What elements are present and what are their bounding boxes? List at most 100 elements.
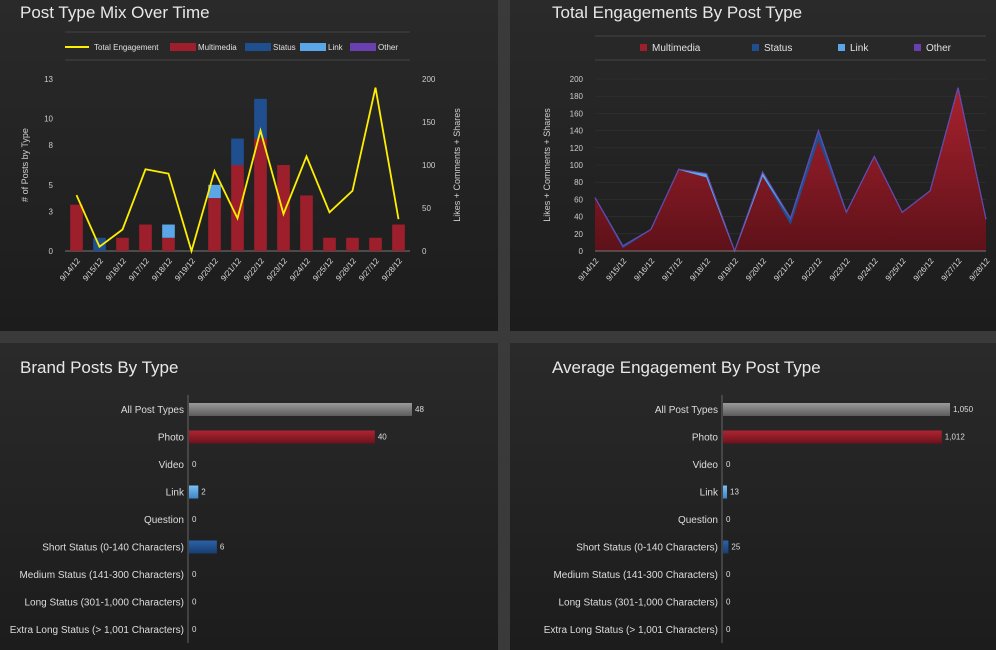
y-tick-label: 8	[49, 141, 54, 150]
data-label-medium-status-141-300-characters: 0	[726, 570, 731, 579]
legend-swatch-multimedia	[640, 44, 647, 51]
x-tick-label: 9/18/12	[688, 256, 712, 283]
bar-multimedia	[162, 237, 175, 251]
legend-label: Multimedia	[652, 43, 701, 54]
legend-swatch-link	[300, 43, 326, 51]
data-label-short-status-0-140-characters: 6	[220, 543, 225, 552]
legend-label: Link	[328, 43, 344, 52]
y-tick-label: 140	[570, 127, 584, 136]
category-label-link: Link	[166, 488, 185, 499]
total-engagements-chart: Multimedia Status Link Other 0 20 40 60 80 100 120…	[542, 35, 992, 283]
legend-swatch-other	[914, 44, 921, 51]
legend-swatch-link	[838, 44, 845, 51]
series-line-total-engagement	[75, 87, 400, 255]
x-tick-label: 9/26/12	[912, 256, 936, 283]
x-tick-label: 9/20/12	[196, 256, 220, 283]
category-label-medium-status-141-300-characters: Medium Status (141-300 Characters)	[553, 570, 718, 581]
x-tick-label: 9/16/12	[632, 256, 656, 283]
bar-multimedia	[369, 237, 382, 251]
x-tick-label: 9/28/12	[967, 256, 991, 283]
legend-swatch-multimedia	[170, 43, 196, 51]
data-label-link: 2	[201, 488, 206, 497]
category-label-short-status-0-140-characters: Short Status (0-140 Characters)	[42, 543, 184, 554]
y-tick-label: 0	[49, 247, 54, 256]
x-tick-label: 9/25/12	[884, 256, 908, 283]
x-tick-label: 9/21/12	[219, 256, 243, 283]
data-label-long-status-301-1-000-characters: 0	[726, 598, 731, 607]
chart-title: Total Engagements By Post Type	[552, 3, 803, 22]
y-tick-label: 3	[49, 207, 54, 216]
legend-label: Other	[926, 43, 952, 54]
x-tick-label: 9/18/12	[150, 256, 174, 283]
x-tick-label: 9/24/12	[856, 256, 880, 283]
bar-multimedia	[231, 165, 244, 251]
data-label-video: 0	[192, 460, 197, 469]
legend-label: Multimedia	[198, 43, 237, 52]
data-label-extra-long-status-1-001-characters: 0	[726, 625, 731, 634]
bar-all-post-types	[723, 403, 950, 416]
x-tick-label: 9/15/12	[81, 256, 105, 283]
x-tick-label: 9/21/12	[772, 256, 796, 283]
category-label-video: Video	[159, 460, 185, 471]
y-tick-label: 180	[570, 92, 584, 101]
data-label-question: 0	[192, 515, 197, 524]
legend-label: Total Engagement	[94, 43, 159, 52]
x-tick-label: 9/14/12	[58, 256, 82, 283]
category-label-photo: Photo	[158, 433, 185, 444]
y-tick-label: 120	[570, 144, 584, 153]
y2-tick-label: 50	[422, 204, 431, 213]
brand-posts-panel: Brand Posts By Type All Post Types 48 Phot…	[0, 343, 498, 650]
bar-short-status-0-140-characters	[189, 540, 217, 554]
average-engagement-panel: Average Engagement By Post Type All Post…	[510, 343, 996, 650]
y-tick-label: 10	[44, 115, 53, 124]
data-label-extra-long-status-1-001-characters: 0	[192, 625, 197, 634]
y-tick-label: 200	[570, 75, 584, 84]
bar-status	[231, 138, 244, 165]
legend-swatch-status	[752, 44, 759, 51]
post-type-mix-chart: Total Engagement Multimedia Status Link Othe…	[20, 31, 462, 283]
x-tick-label: 9/19/12	[173, 256, 197, 283]
category-label-video: Video	[693, 460, 719, 471]
y2-tick-label: 150	[422, 118, 436, 127]
x-tick-label: 9/28/12	[380, 256, 404, 283]
x-tick-label: 9/27/12	[357, 256, 381, 283]
bar-multimedia	[392, 224, 405, 251]
bar-all-post-types	[189, 403, 412, 416]
category-label-extra-long-status-1-001-characters: Extra Long Status (> 1,001 Characters)	[10, 625, 184, 636]
x-tick-label: 9/20/12	[744, 256, 768, 283]
post-type-mix-panel: Post Type Mix Over Time Total Engagement…	[0, 0, 498, 331]
bar-link	[189, 485, 199, 499]
legend-label: Other	[378, 43, 398, 52]
y2-tick-label: 0	[422, 247, 427, 256]
x-tick-label: 9/27/12	[940, 256, 964, 283]
data-label-link: 13	[730, 488, 739, 497]
y-tick-label: 60	[574, 195, 583, 204]
category-label-long-status-301-1-000-characters: Long Status (301-1,000 Characters)	[24, 598, 184, 609]
bar-multimedia	[116, 237, 129, 251]
x-tick-label: 9/15/12	[604, 256, 628, 283]
x-tick-label: 9/17/12	[127, 256, 151, 283]
average-engagement-chart: All Post Types 1,050 Photo 1,012 Video 0 Link 1…	[544, 395, 974, 643]
y-axis-label: Likes + Comments + Shares	[542, 108, 552, 222]
area-other	[594, 87, 987, 253]
data-label-all-post-types: 1,050	[953, 405, 974, 414]
y-tick-label: 13	[44, 75, 53, 84]
chart-title: Brand Posts By Type	[20, 358, 179, 377]
bar-link	[162, 224, 175, 238]
data-label-video: 0	[726, 460, 731, 469]
bar-multimedia	[277, 165, 290, 251]
x-tick-label: 9/24/12	[288, 256, 312, 283]
category-label-question: Question	[144, 515, 184, 526]
x-tick-label: 9/25/12	[311, 256, 335, 283]
bar-multimedia	[208, 198, 221, 251]
y-tick-label: 160	[570, 109, 584, 118]
legend-swatch-status	[245, 43, 271, 51]
y2-tick-label: 100	[422, 161, 436, 170]
bar-multimedia	[139, 224, 152, 251]
x-tick-label: 9/17/12	[660, 256, 684, 283]
bar-multimedia	[70, 204, 83, 251]
y-tick-label: 0	[579, 247, 584, 256]
y-tick-label: 80	[574, 178, 583, 187]
y-tick-label: 40	[574, 213, 583, 222]
y-tick-label: 100	[570, 161, 584, 170]
